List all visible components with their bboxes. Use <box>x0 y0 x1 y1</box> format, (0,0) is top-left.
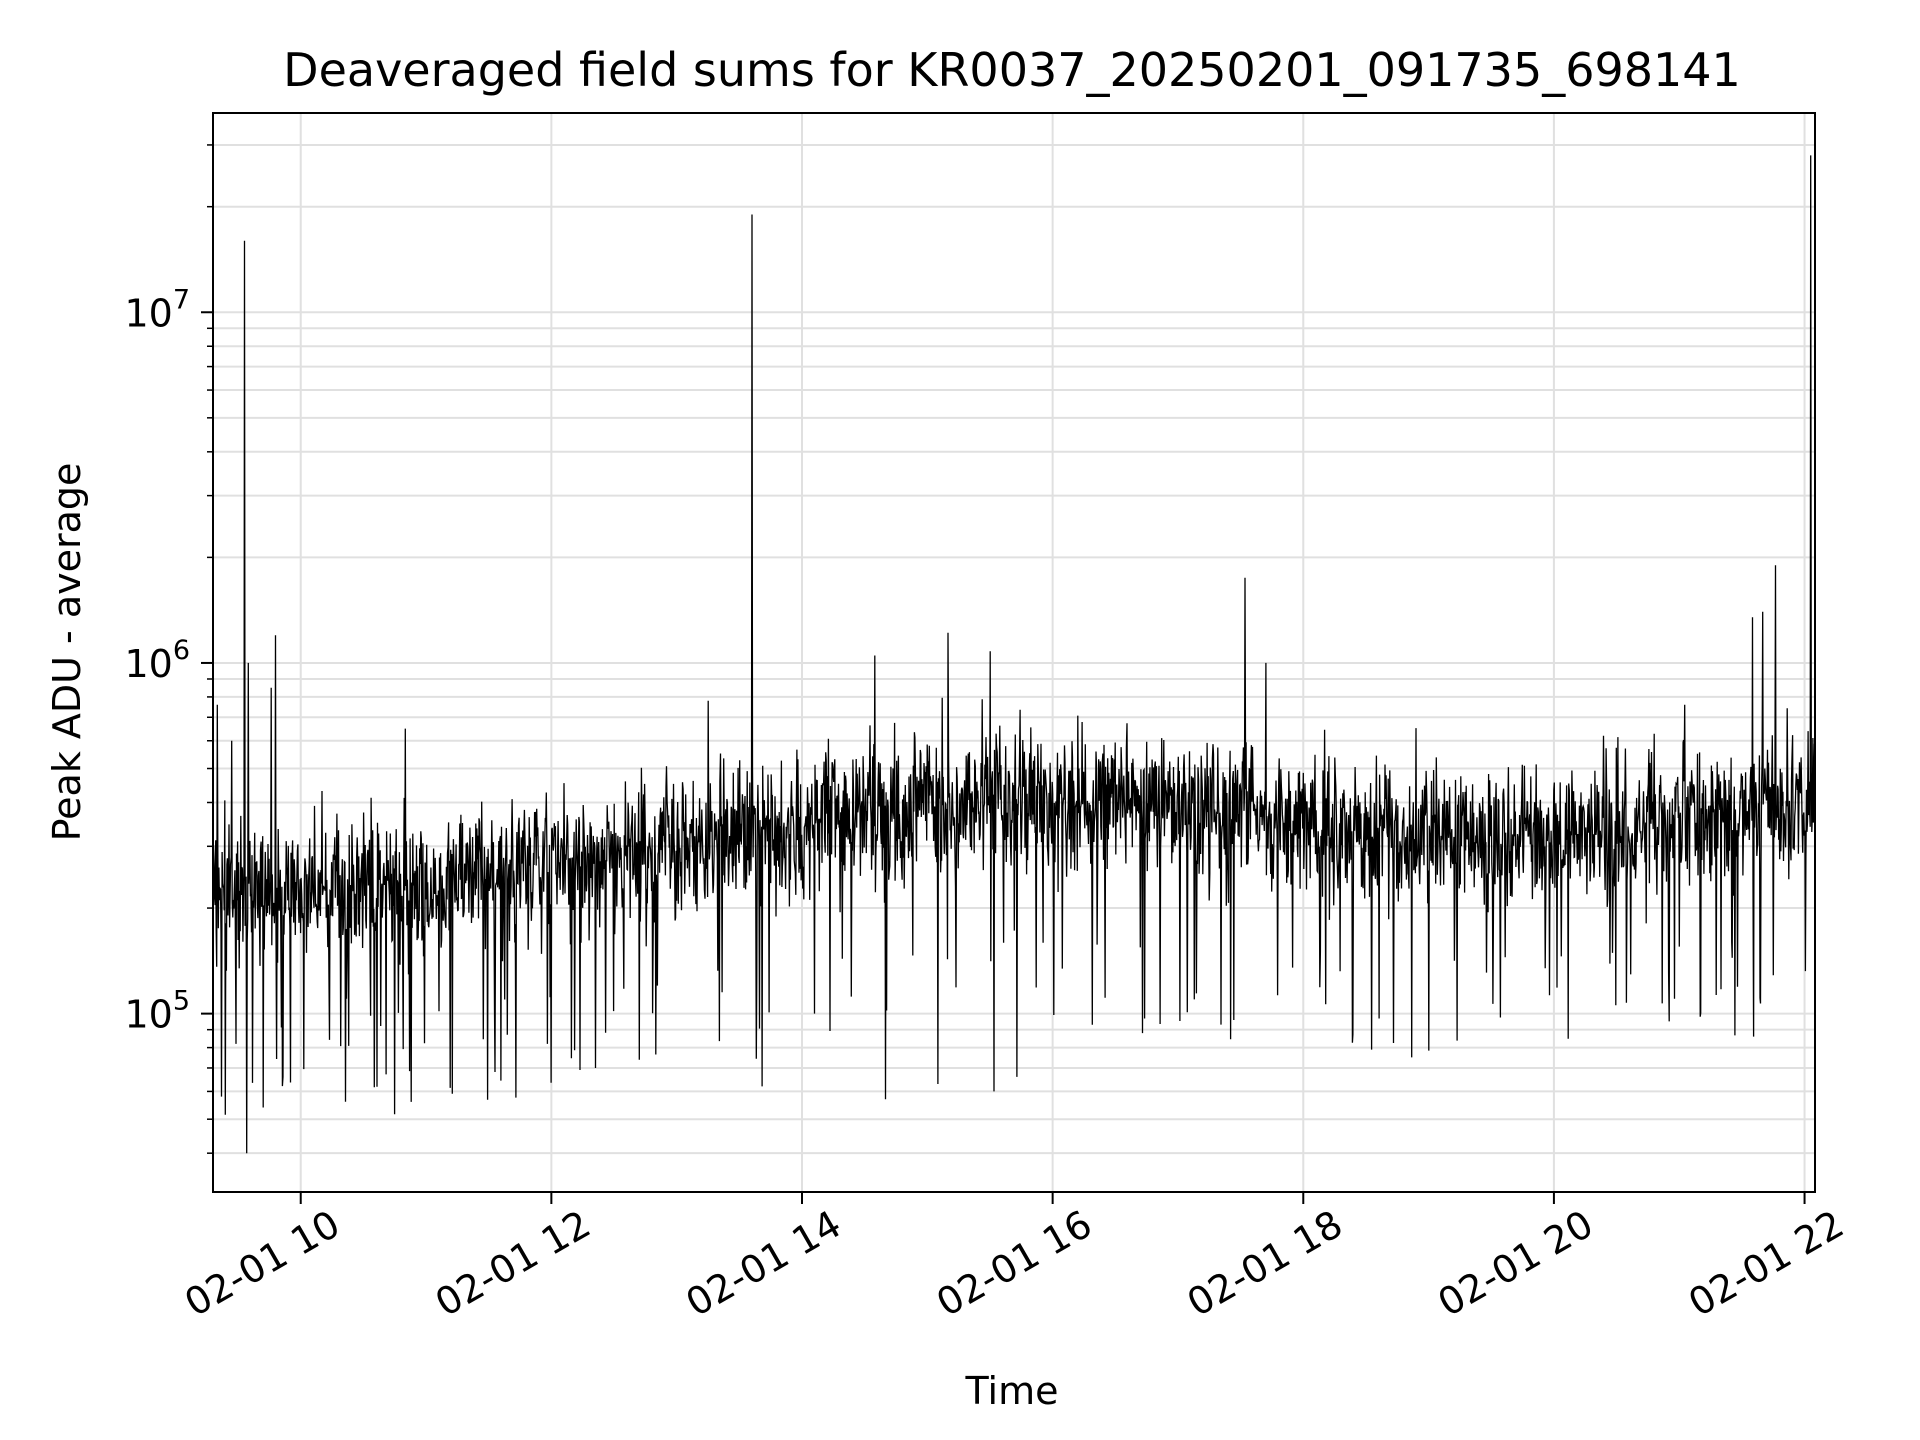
y-tick-label: 106 <box>124 635 190 686</box>
plot-frame <box>212 112 1816 1193</box>
chart-title: Deaveraged field sums for KR0037_2025020… <box>283 43 1741 97</box>
y-axis-label: Peak ADU - average <box>45 463 89 842</box>
series-line <box>212 155 1816 1154</box>
plot-area <box>212 155 1816 1154</box>
y-tick-label: 107 <box>124 284 190 335</box>
x-axis-label: Time <box>965 1369 1059 1413</box>
y-tick-label: 105 <box>124 986 190 1037</box>
